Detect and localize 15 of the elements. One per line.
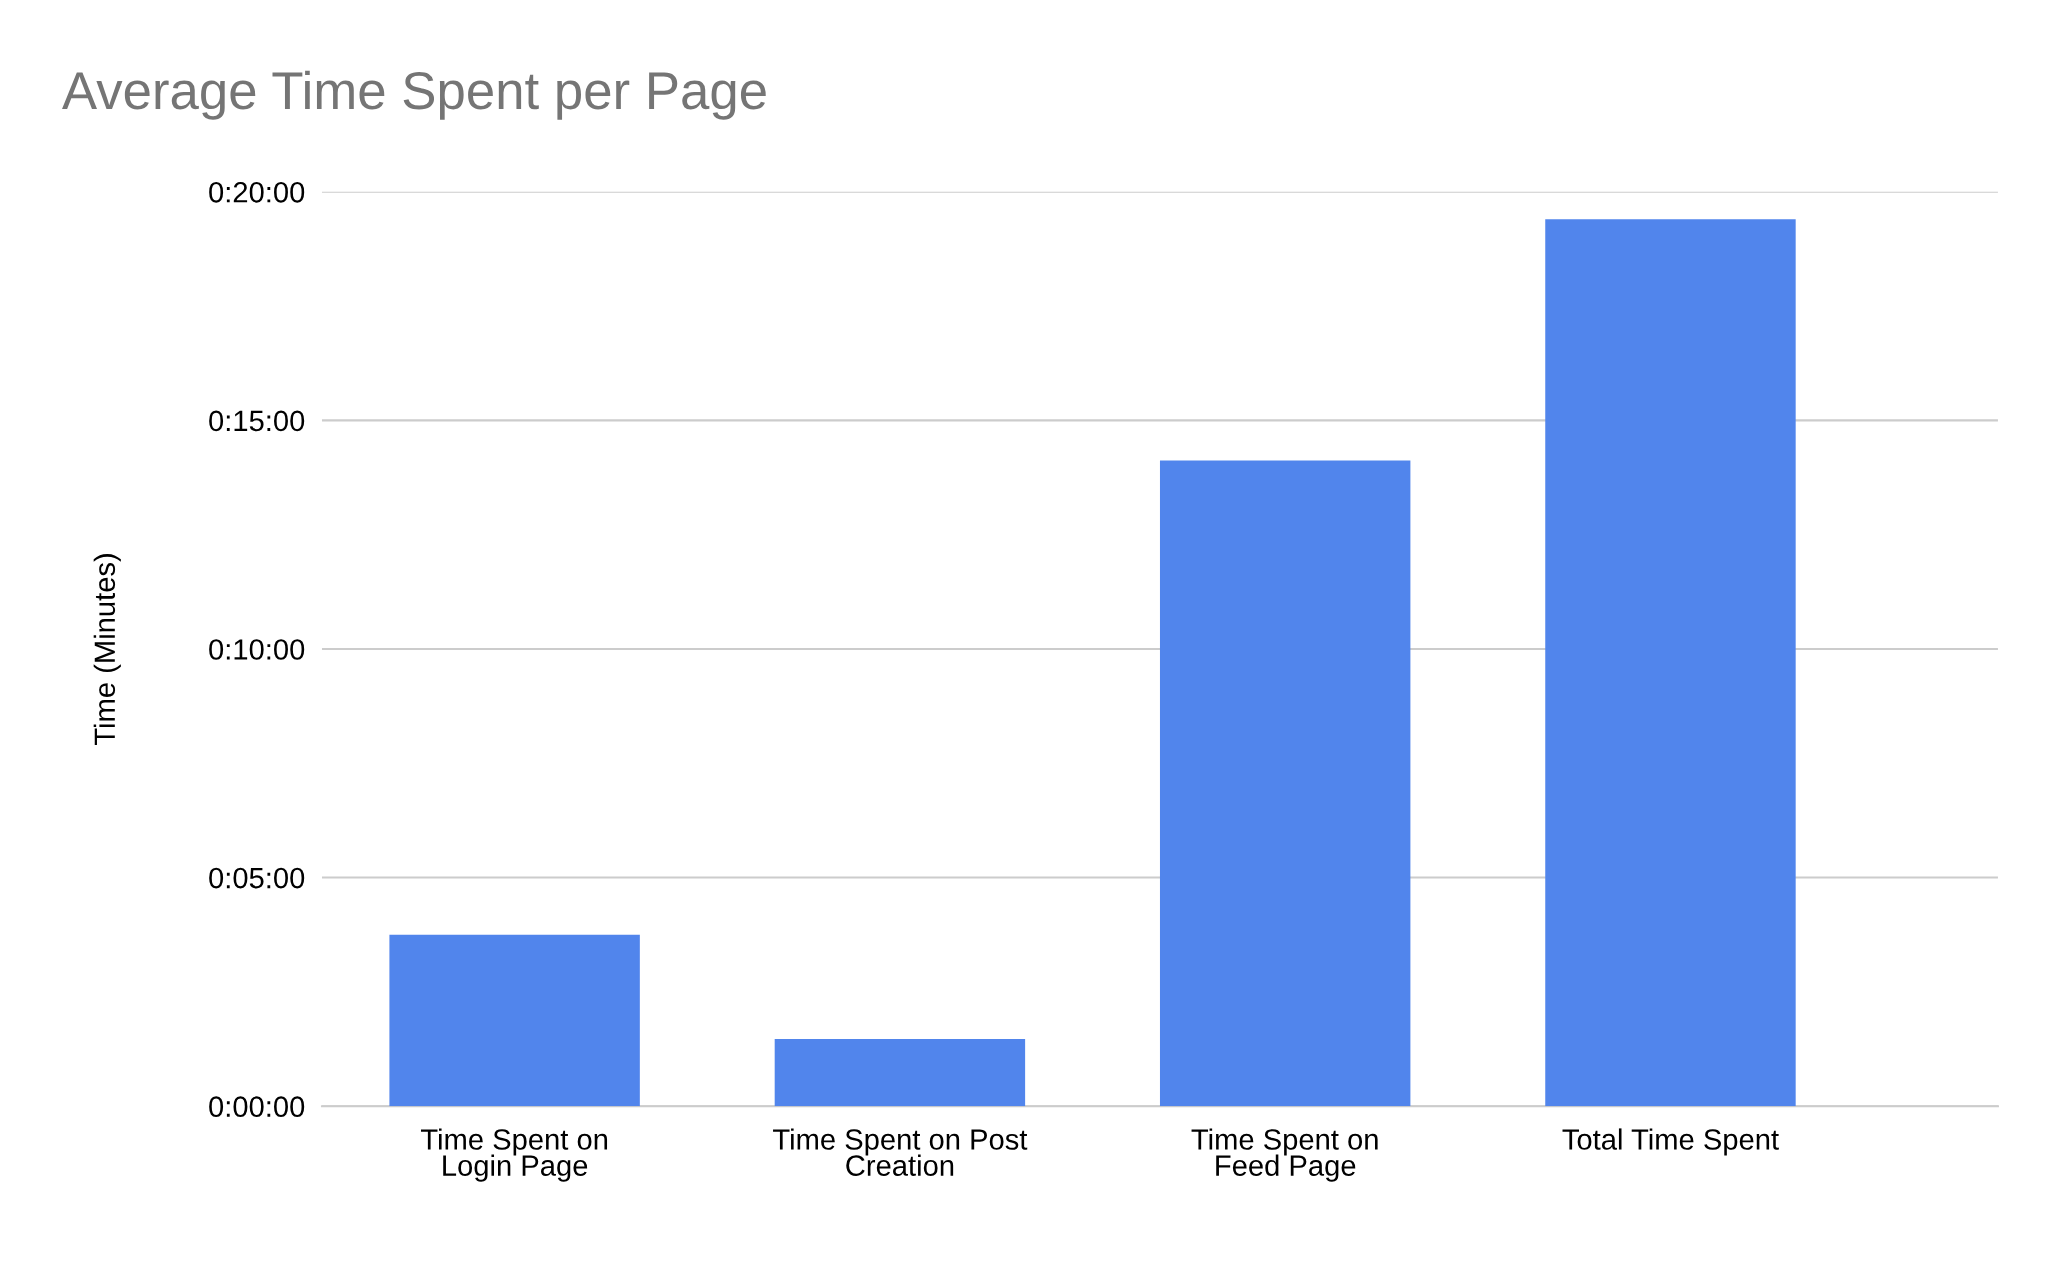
y-tick-label: 0:00:00 xyxy=(209,1096,305,1118)
x-tick-label: Time Spent on Feed Page xyxy=(1191,1128,1378,1182)
chart-title: Average Time Spent per Page xyxy=(62,70,766,120)
bar xyxy=(1545,219,1796,1107)
y-axis-title: Time (Minutes) xyxy=(93,554,121,745)
x-tick-label: Time Spent on Post Creation xyxy=(773,1128,1028,1176)
bar xyxy=(774,1038,1026,1107)
x-tick-label: Time Spent on Login Page xyxy=(420,1128,608,1182)
bar xyxy=(389,934,640,1107)
y-tick-label: 0:15:00 xyxy=(209,410,305,432)
y-tick-label: 0:05:00 xyxy=(209,867,305,889)
y-tick-label: 0:20:00 xyxy=(209,181,305,203)
y-tick-label: 0:10:00 xyxy=(209,639,305,660)
bar xyxy=(1159,460,1411,1107)
x-tick-label: Total Time Spent xyxy=(1562,1128,1779,1156)
